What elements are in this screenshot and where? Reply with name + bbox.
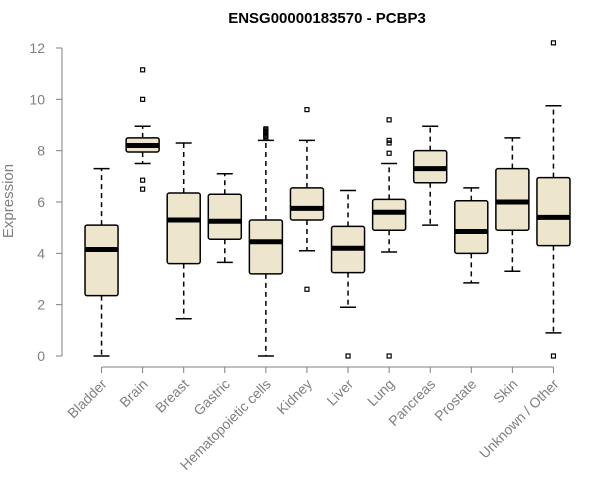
outlier-point [263,126,269,132]
outlier-point [140,67,146,73]
x-tick-label: Prostate [431,376,479,424]
box-iqr [166,192,201,265]
y-tick-label: 12 [29,40,45,56]
outlier-point [304,286,310,292]
outlier-point [140,177,146,183]
box-iqr [454,199,489,255]
chart-title: ENSG00000183570 - PCBP3 [228,10,426,27]
box-group [289,106,325,292]
box-group [207,173,243,264]
box-group [125,67,160,192]
box-group [84,167,119,357]
x-tick-label: Liver [323,376,356,409]
x-tick-label: Kidney [273,376,315,418]
box-group [330,189,366,359]
outlier-point [386,150,392,156]
outlier-point [550,40,557,46]
box-iqr [495,167,530,231]
outlier-point [304,106,310,113]
x-tick-label: Skin [490,376,521,407]
y-tick-label: 10 [29,91,45,107]
box-group [371,117,407,359]
y-tick-label: 0 [37,348,45,364]
outlier-point [386,137,392,143]
box-group [412,125,448,226]
outlier-point [140,96,146,102]
box-iqr [248,219,284,275]
box-iqr [536,176,571,247]
y-tick-label: 2 [37,297,45,313]
y-tick-label: 6 [37,194,45,210]
outlier-point [386,117,392,123]
y-tick-label: 4 [37,245,45,261]
x-tick-label: Brain [116,376,150,410]
x-tick-label: Bladder [64,376,110,422]
box-iqr [371,198,407,231]
box-group [454,187,489,284]
box-group [248,126,284,357]
box-iqr [207,193,243,240]
box-group [166,142,201,320]
outlier-point [140,186,146,192]
box-group [536,40,571,359]
y-axis: 0 2 4 6 8 10 12 [29,40,63,364]
y-tick-label: 8 [37,143,45,159]
x-tick-label: Breast [152,376,192,416]
box-group [495,137,530,273]
outlier-point [386,353,392,359]
x-tick-label: Lung [364,376,397,409]
outlier-point [550,353,557,359]
box-series [84,40,571,359]
box-iqr [84,224,119,297]
box-iqr [289,187,325,221]
y-axis-title: Expression [0,164,17,238]
outlier-point [345,353,351,359]
